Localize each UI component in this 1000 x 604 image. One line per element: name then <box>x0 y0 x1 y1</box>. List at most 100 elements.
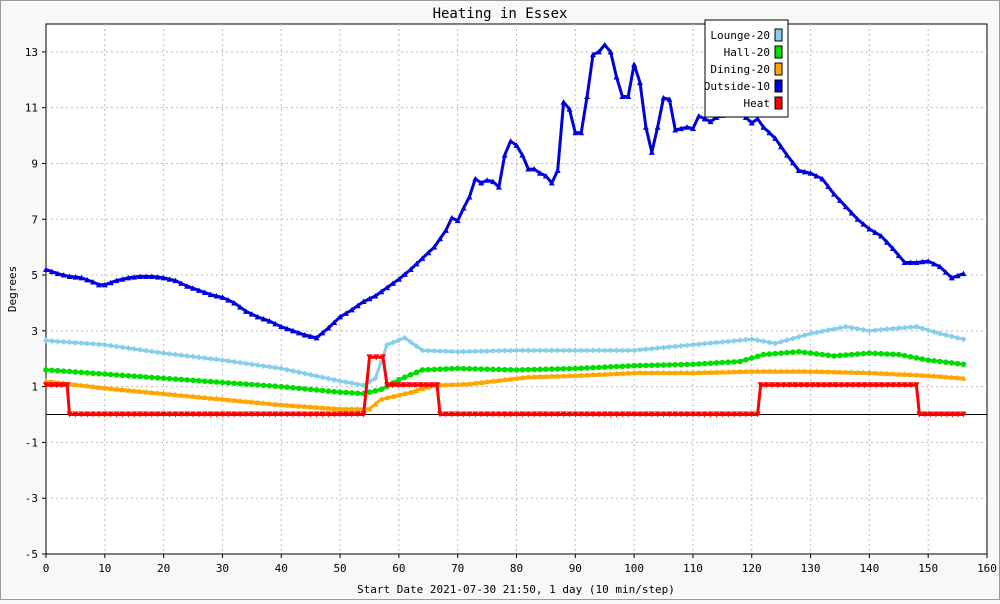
data-point <box>196 377 202 384</box>
data-point <box>213 411 220 418</box>
data-point <box>589 347 596 354</box>
data-point <box>760 368 767 374</box>
data-point <box>78 369 85 376</box>
data-point <box>154 274 161 280</box>
data-point <box>213 292 220 299</box>
data-point <box>766 351 773 357</box>
data-point <box>844 382 851 389</box>
data-point <box>411 382 418 389</box>
data-point <box>754 368 761 374</box>
series-group <box>43 41 967 418</box>
data-point <box>878 370 885 376</box>
data-point <box>754 337 761 344</box>
data-point <box>960 375 967 381</box>
data-point <box>631 347 638 354</box>
data-point <box>119 372 126 379</box>
data-point <box>72 339 79 346</box>
data-point <box>784 368 791 374</box>
data-point <box>425 383 432 390</box>
data-point <box>843 352 849 358</box>
data-point <box>925 357 931 363</box>
data-point <box>48 382 55 389</box>
data-point <box>195 287 202 293</box>
data-point <box>389 393 396 399</box>
data-point <box>931 358 937 364</box>
data-point <box>360 298 367 305</box>
x-tick-label: 110 <box>683 562 703 575</box>
data-point <box>231 299 238 306</box>
data-point <box>848 369 855 375</box>
data-point <box>58 382 65 389</box>
data-point <box>107 279 114 286</box>
data-point <box>801 332 808 339</box>
data-point <box>936 263 943 270</box>
data-point <box>484 366 490 372</box>
data-point <box>213 379 220 385</box>
data-point <box>466 411 473 418</box>
data-point <box>578 372 585 378</box>
data-point <box>419 385 426 392</box>
data-point <box>349 390 355 396</box>
data-point <box>95 411 102 418</box>
data-point <box>537 373 544 380</box>
data-point <box>372 388 379 394</box>
data-point <box>72 369 79 375</box>
data-point <box>772 340 779 347</box>
data-point <box>478 348 485 355</box>
data-point <box>113 372 120 378</box>
data-point <box>660 94 667 101</box>
data-point <box>595 347 602 354</box>
data-point <box>507 366 514 373</box>
data-point <box>466 193 473 200</box>
data-point <box>760 351 767 358</box>
data-point <box>942 269 949 275</box>
data-point <box>689 411 696 418</box>
data-point <box>325 411 332 418</box>
data-point <box>678 411 685 418</box>
data-point <box>754 353 761 360</box>
y-tick-label: 3 <box>31 325 38 338</box>
data-point <box>454 348 461 355</box>
data-point <box>954 360 961 367</box>
data-point <box>501 411 508 418</box>
data-point <box>207 291 214 298</box>
data-point <box>525 166 532 172</box>
data-point <box>525 366 532 373</box>
data-point <box>901 382 908 389</box>
series-dining-20 <box>43 368 967 412</box>
data-point <box>695 411 702 418</box>
data-point <box>290 384 296 391</box>
data-point <box>213 395 220 402</box>
data-point <box>854 369 861 375</box>
data-point <box>231 358 238 365</box>
data-point <box>795 368 802 374</box>
data-point <box>219 411 226 418</box>
data-point <box>301 411 308 418</box>
data-point <box>378 396 385 402</box>
data-point <box>701 340 708 347</box>
data-point <box>178 376 185 383</box>
data-point <box>190 285 197 291</box>
data-point <box>254 382 261 388</box>
x-tick-label: 150 <box>918 562 938 575</box>
data-point <box>272 364 279 371</box>
x-tick-label: 80 <box>510 562 523 575</box>
data-point <box>860 350 867 357</box>
data-point <box>131 373 138 379</box>
data-point <box>72 381 79 388</box>
data-point <box>548 180 555 186</box>
data-point <box>589 51 596 58</box>
data-point <box>795 333 802 340</box>
data-point <box>796 348 802 355</box>
data-point <box>707 340 714 347</box>
data-point <box>666 362 673 368</box>
data-point <box>907 353 914 360</box>
data-point <box>489 178 496 185</box>
data-point <box>619 411 626 418</box>
data-point <box>178 352 185 359</box>
data-point <box>890 382 897 389</box>
data-point <box>872 369 879 376</box>
data-point <box>654 124 661 130</box>
data-point <box>384 284 391 291</box>
data-point <box>284 402 291 408</box>
